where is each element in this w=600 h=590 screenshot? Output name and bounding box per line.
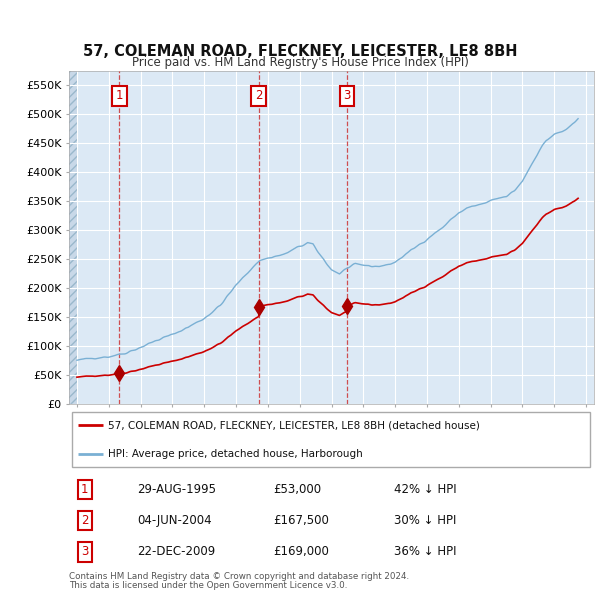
- Text: £53,000: £53,000: [274, 483, 322, 496]
- Text: 22-DEC-2009: 22-DEC-2009: [137, 545, 215, 558]
- Text: 57, COLEMAN ROAD, FLECKNEY, LEICESTER, LE8 8BH (detached house): 57, COLEMAN ROAD, FLECKNEY, LEICESTER, L…: [109, 421, 480, 430]
- Text: 29-AUG-1995: 29-AUG-1995: [137, 483, 216, 496]
- Text: 3: 3: [81, 545, 88, 558]
- Text: 1: 1: [81, 483, 89, 496]
- Text: 2: 2: [81, 514, 89, 527]
- Text: HPI: Average price, detached house, Harborough: HPI: Average price, detached house, Harb…: [109, 449, 363, 458]
- Text: 57, COLEMAN ROAD, FLECKNEY, LEICESTER, LE8 8BH: 57, COLEMAN ROAD, FLECKNEY, LEICESTER, L…: [83, 44, 517, 59]
- Text: 30% ↓ HPI: 30% ↓ HPI: [395, 514, 457, 527]
- Text: 42% ↓ HPI: 42% ↓ HPI: [395, 483, 457, 496]
- Text: Price paid vs. HM Land Registry's House Price Index (HPI): Price paid vs. HM Land Registry's House …: [131, 56, 469, 69]
- Text: 1: 1: [116, 89, 123, 102]
- FancyBboxPatch shape: [71, 412, 590, 467]
- Text: 04-JUN-2004: 04-JUN-2004: [137, 514, 212, 527]
- Bar: [69, 71, 77, 404]
- Text: This data is licensed under the Open Government Licence v3.0.: This data is licensed under the Open Gov…: [69, 581, 347, 589]
- Text: Contains HM Land Registry data © Crown copyright and database right 2024.: Contains HM Land Registry data © Crown c…: [69, 572, 409, 581]
- Text: £169,000: £169,000: [274, 545, 329, 558]
- Text: £167,500: £167,500: [274, 514, 329, 527]
- Text: 3: 3: [343, 89, 350, 102]
- Text: 2: 2: [255, 89, 262, 102]
- Text: 36% ↓ HPI: 36% ↓ HPI: [395, 545, 457, 558]
